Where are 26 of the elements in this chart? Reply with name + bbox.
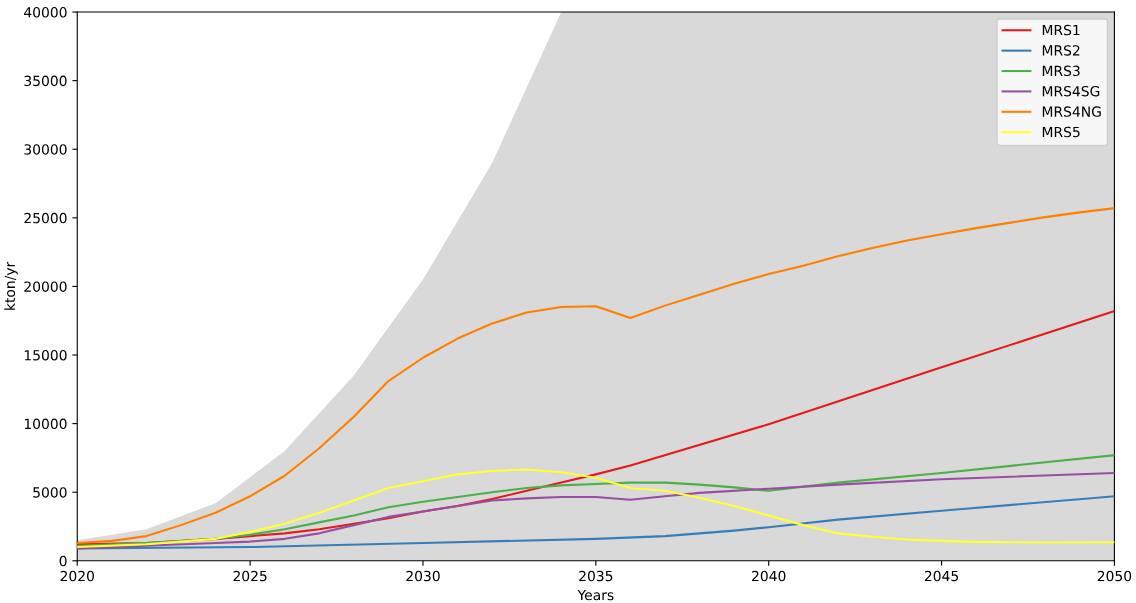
line-series: [77, 454, 1115, 547]
x-tick-label: 2045: [924, 570, 959, 582]
y-tick-label: 35000: [24, 75, 67, 87]
x-tick-label: 2025: [233, 570, 267, 582]
y-axis-title: kton/yr: [4, 261, 18, 310]
y-tick-label: 30000: [24, 144, 67, 155]
x-tick-label: 2040: [752, 570, 786, 582]
y-tick-label: 15000: [24, 349, 67, 361]
legend-label: MRS4SG: [1042, 85, 1100, 97]
y-tick-label: 40000: [24, 7, 67, 18]
y-tick-label: 20000: [24, 281, 67, 292]
x-tick-label: 2020: [60, 570, 94, 582]
line-series: [77, 207, 1115, 544]
legend-label: MRS4NG: [1042, 106, 1101, 117]
legend-label: MRS1: [1042, 24, 1080, 36]
legend-label: MRS3: [1042, 65, 1080, 77]
x-tick-label: 2050: [1097, 570, 1132, 582]
x-axis-title: Years: [577, 589, 614, 601]
legend-label: MRS5: [1042, 126, 1080, 138]
y-tick-label: 5000: [33, 487, 67, 498]
y-tick-label: 25000: [24, 212, 67, 224]
x-tick-label: 2035: [579, 570, 613, 582]
x-tick-label: 2030: [406, 570, 440, 582]
y-tick-label: 0: [59, 555, 67, 567]
y-tick-label: 10000: [24, 418, 67, 430]
legend-label: MRS2: [1042, 45, 1080, 56]
